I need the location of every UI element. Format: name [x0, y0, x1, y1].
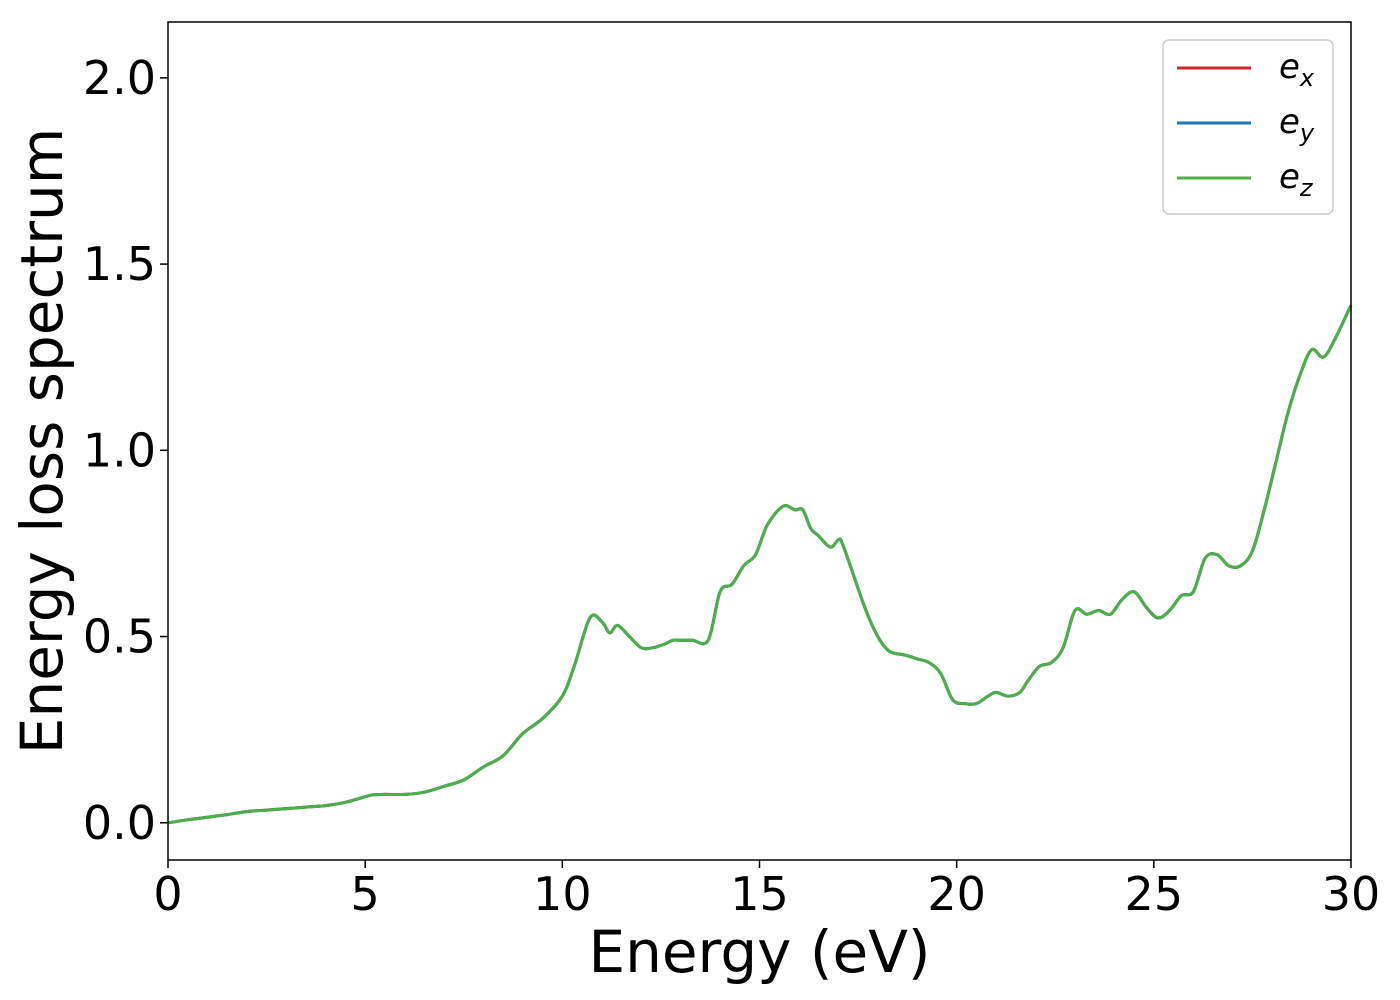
x-axis-label: Energy (eV) [588, 918, 930, 986]
series-lines [167, 304, 1353, 825]
legend-label-ey: ey [1279, 102, 1315, 147]
y-tick-label: 0.0 [83, 796, 156, 850]
legend-label-ez: ez [1279, 157, 1314, 202]
x-tick-label: 0 [153, 867, 182, 921]
legend-label-ex: ex [1279, 47, 1315, 92]
series-line-ez [167, 304, 1353, 825]
x-tick-label: 10 [533, 867, 592, 921]
y-tick-label: 1.5 [83, 237, 156, 291]
y-tick-label: 2.0 [83, 51, 156, 105]
y-axis-label: Energy loss spectrum [8, 128, 76, 754]
x-tick-label: 25 [1125, 867, 1184, 921]
x-tick-label: 15 [730, 867, 789, 921]
x-tick-label: 30 [1322, 867, 1381, 921]
axis-ticks: 0 5 10 15 20 25 30 0.0 0.5 1.0 1.5 2.0 [83, 51, 1380, 921]
series-line-ey [167, 304, 1353, 825]
y-tick-label: 0.5 [83, 610, 156, 664]
legend-box [1162, 39, 1334, 215]
y-tick-label: 1.0 [83, 423, 156, 477]
x-tick-label: 5 [351, 867, 380, 921]
legend: ex ey ez [1162, 39, 1334, 215]
series-line-ex [167, 304, 1353, 825]
x-tick-label: 20 [927, 867, 986, 921]
